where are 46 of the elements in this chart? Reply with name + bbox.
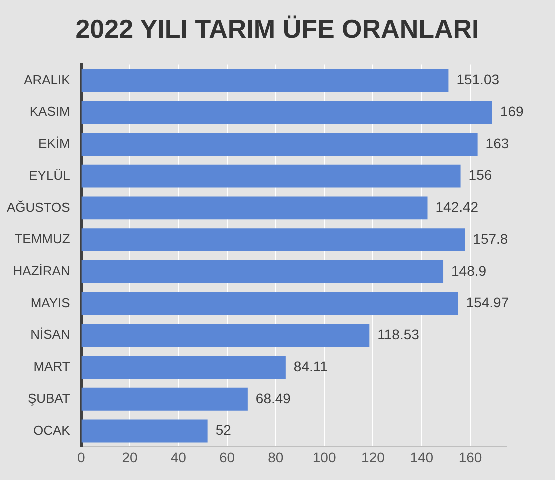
data-label: 154.97	[466, 294, 510, 311]
bar	[82, 228, 466, 252]
bar	[82, 196, 428, 220]
y-tick-label: NİSAN	[30, 327, 70, 342]
x-tick-label: 100	[312, 449, 336, 466]
data-label: 148.9	[452, 262, 487, 279]
x-tick-label: 40	[170, 449, 187, 466]
data-label: 151.03	[456, 72, 500, 88]
bar	[82, 292, 458, 316]
bar	[82, 420, 208, 443]
x-tick-label: 20	[122, 449, 138, 466]
y-tick-label: HAZİRAN	[13, 264, 70, 279]
data-label: 157.8	[473, 230, 508, 247]
data-label: 84.11	[294, 358, 328, 374]
data-label: 163	[486, 135, 510, 152]
y-tick-label: KASIM	[30, 104, 70, 120]
data-label: 68.49	[256, 390, 292, 406]
bar	[82, 101, 492, 124]
y-tick-label: AĞUSTOS	[6, 200, 71, 215]
x-tick-label: 140	[410, 449, 434, 466]
bar	[82, 356, 286, 380]
data-label: 142.42	[436, 199, 479, 216]
data-label: 52	[216, 422, 232, 438]
y-tick-label: ARALIK	[24, 72, 71, 88]
x-tick-label: 0	[77, 449, 86, 466]
x-tick-label: 160	[458, 449, 482, 466]
x-tick-label: 60	[219, 449, 236, 466]
bar	[82, 164, 461, 188]
bar	[82, 388, 248, 411]
y-tick-label: EYLÜL	[29, 168, 70, 183]
bar	[82, 132, 478, 156]
data-label: 118.53	[378, 326, 420, 343]
data-label: 156	[468, 167, 492, 184]
y-tick-label: EKİM	[38, 136, 70, 152]
chart-title: 2022 YILI TARIM ÜFE ORANLARI	[74, 13, 480, 46]
y-tick-label: ŞUBAT	[28, 390, 70, 406]
bar	[82, 69, 449, 92]
data-label: 169	[500, 103, 524, 120]
y-tick-label: MAYIS	[30, 295, 71, 310]
x-tick-label: 80	[268, 449, 284, 466]
y-tick-label: MART	[34, 359, 70, 374]
bar	[82, 260, 444, 284]
y-tick-label: OCAK	[33, 422, 71, 438]
bar	[82, 324, 370, 348]
x-tick-label: 120	[362, 449, 386, 466]
y-tick-label: TEMMUZ	[14, 232, 70, 247]
